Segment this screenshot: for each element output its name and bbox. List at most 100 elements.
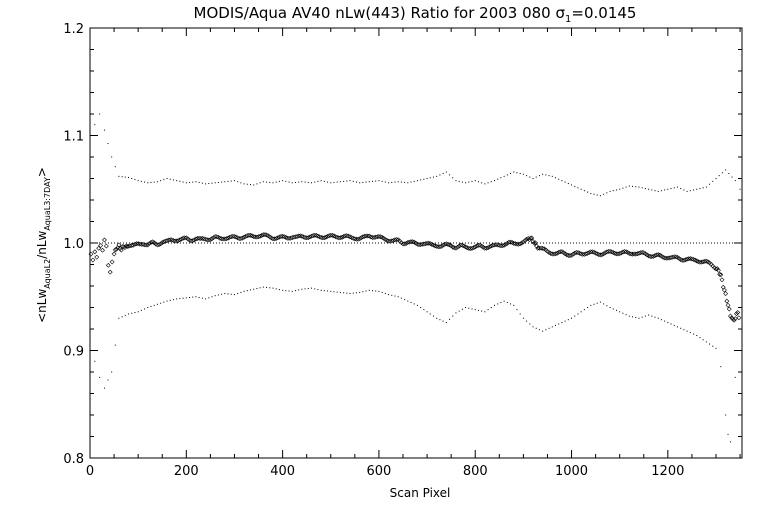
lower-bound-dot [683,329,685,331]
mean-ratio-marker [437,244,443,250]
lower-bound-dot [577,313,579,315]
lower-bound-dot [291,290,293,292]
lower-bound-dot [413,303,415,305]
lower-bound-dot [410,301,412,303]
plot-frame [89,27,743,459]
upper-bound-dot [554,177,556,179]
lower-bound-dot [693,333,695,335]
x-tick-label: 1200 [651,464,684,479]
lower-bound-dot [365,290,367,292]
mean-ratio-marker [501,242,507,248]
lower-bound-dot [266,286,268,288]
upper-bound-dot [323,180,325,182]
upper-bound-dot [603,193,605,195]
upper-bound-dot [455,180,457,182]
upper-bound-dot [680,188,682,190]
lower-bound-dot [107,379,109,381]
mean-ratio-marker [201,236,207,242]
mean-ratio-marker [602,250,608,256]
lower-bound-dot [314,288,316,290]
mean-ratio-marker [522,238,528,243]
mean-ratio-marker [171,238,176,243]
lower-bound-dot [118,317,120,319]
upper-bound-dot [94,124,96,126]
upper-bound-dot [346,180,348,182]
mean-ratio-marker [206,237,212,243]
upper-bound-dot [628,185,630,187]
upper-bound-dot [266,181,268,183]
mean-ratio-marker [596,252,602,257]
mean-ratio-marker [557,249,563,255]
lower-bound-dot [727,433,729,435]
mean-ratio-marker [647,254,653,259]
upper-bound-dot [574,185,576,187]
upper-bound-dot [103,129,105,131]
upper-bound-dot [638,186,640,188]
mean-ratio-marker [122,245,128,251]
lower-bound-dot [477,309,479,311]
lower-bound-dot [388,294,390,296]
upper-bound-dot [423,178,425,180]
upper-bound-dot [596,194,598,196]
mean-ratio-marker [246,232,252,238]
upper-bound-dot [442,172,444,174]
mean-ratio-marker [476,242,481,248]
chart-title-suffix: =0.0145 [571,4,636,22]
mean-ratio-marker [578,251,584,257]
lower-bound-dot [205,298,207,300]
mean-ratio-marker [654,252,660,258]
lower-bound-dot [169,299,171,301]
lower-bound-dot [320,289,322,291]
lower-bound-dot [654,316,656,318]
upper-bound-dot [304,181,306,183]
upper-bound-dot [208,183,210,185]
upper-bound-dot [118,175,120,177]
lower-bound-dot [712,345,714,347]
upper-bound-dot [567,183,569,185]
upper-bound-dot [407,182,409,184]
lower-bound-dot [729,441,731,443]
mean-ratio-marker [687,256,693,262]
lower-bound-dot [516,309,518,311]
lower-bound-dot [192,296,194,298]
upper-bound-dot [644,188,646,190]
lower-bound-dot [339,291,341,293]
upper-bound-dot [400,181,402,183]
mean-ratio-marker [156,242,162,248]
upper-bound-dot [519,172,521,174]
mean-ratio-marker [440,242,446,248]
upper-bound-dot [253,184,255,186]
lower-bound-dot [179,298,181,300]
upper-bound-dot [500,177,502,179]
lower-bound-dot [632,316,634,318]
lower-bound-dot [599,301,601,303]
lower-bound-dot [124,314,126,316]
lower-bound-dot [596,302,598,304]
y-label-prefix: <nLw [35,289,49,323]
upper-bound-dot [107,143,109,145]
mean-ratio-marker [469,245,475,251]
lower-bound-dot [439,319,441,321]
upper-bound-dot [728,172,730,174]
upper-bound-dot [731,176,733,178]
mean-ratio-marker [90,257,96,263]
upper-bound-dot [182,181,184,183]
lower-bound-dot [490,307,492,308]
upper-bound-dot [686,190,688,192]
mean-ratio-marker [219,236,225,242]
mean-ratio-marker [301,234,306,240]
mean-ratio-marker [296,233,302,239]
upper-bound-dot [535,176,537,178]
mean-ratio-marker [167,237,173,243]
lower-bound-dot [471,308,473,310]
mean-ratio-marker [92,249,98,255]
lower-bound-dot [709,343,711,345]
upper-bound-dot [651,189,653,191]
y-axis-ticks: 0.8 0.9 1.0 1.1 1.2 [63,22,742,467]
lower-bound-dot [131,312,133,314]
mean-ratio-marker [485,245,491,251]
lower-bound-dot [301,288,303,290]
mean-ratio-marker [540,245,546,251]
mean-ratio-marker [424,240,430,246]
lower-bound-dot [481,310,483,312]
